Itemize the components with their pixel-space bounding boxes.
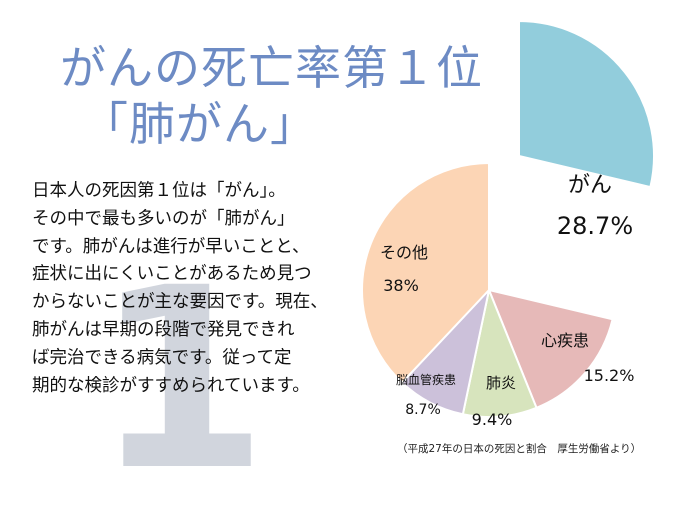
source-note: （平成27年の日本の死因と割合 厚生労働省より） (397, 443, 642, 455)
slice-value-label: 9.4% (472, 410, 513, 429)
body-line: 期的な検診がすすめられています。 (32, 375, 310, 396)
slice-name-label: がん (568, 173, 612, 198)
slice-name-label: その他 (380, 243, 428, 262)
body-line: からないことが主な要因です。現在、 (32, 292, 328, 313)
pie-slice (487, 288, 614, 410)
slice-name-label: 脳血管疾患 (396, 372, 456, 387)
page-title-line1: がんの死亡率第１位 (60, 41, 483, 95)
body-line: ば完治できる病気です。従って定 (32, 347, 292, 368)
body-line: その中で最も多いのが「肺がん」 (32, 208, 295, 229)
pie-chart: がん 28.7% 心疾患 15.2% 肺炎 9.4% 脳血管疾患 8.7% その他 38% (361, 19, 655, 429)
slice-value-label: 15.2% (584, 366, 635, 385)
body-line: です。肺がんは進行が早いことと、 (32, 236, 310, 257)
pie-slice (361, 161, 490, 384)
slice-name-label: 心疾患 (541, 331, 589, 350)
body-text: 日本人の死因第１位は「がん」。 その中で最も多いのが「肺がん」 です。肺がんは進… (32, 178, 362, 400)
body-line: 症状に出にくいことがあるため見つ (32, 264, 312, 285)
slice-name-label: 肺炎 (486, 374, 516, 392)
pie-slice (518, 19, 655, 189)
slice-value-label: 8.7% (405, 402, 441, 418)
slice-value-label: 28.7% (557, 212, 633, 240)
pie-slices (361, 19, 655, 418)
page-title-line2: 「肺がん」 (82, 97, 317, 151)
body-line: 肺がんは早期の段階で発見できれ (32, 319, 295, 340)
slice-value-label: 38% (383, 276, 419, 295)
decorative-big-number: 1 (94, 234, 268, 525)
body-line: 日本人の死因第１位は「がん」。 (32, 181, 286, 201)
pie-labels: がん 28.7% 心疾患 15.2% 肺炎 9.4% 脳血管疾患 8.7% その他 38% (380, 173, 634, 429)
